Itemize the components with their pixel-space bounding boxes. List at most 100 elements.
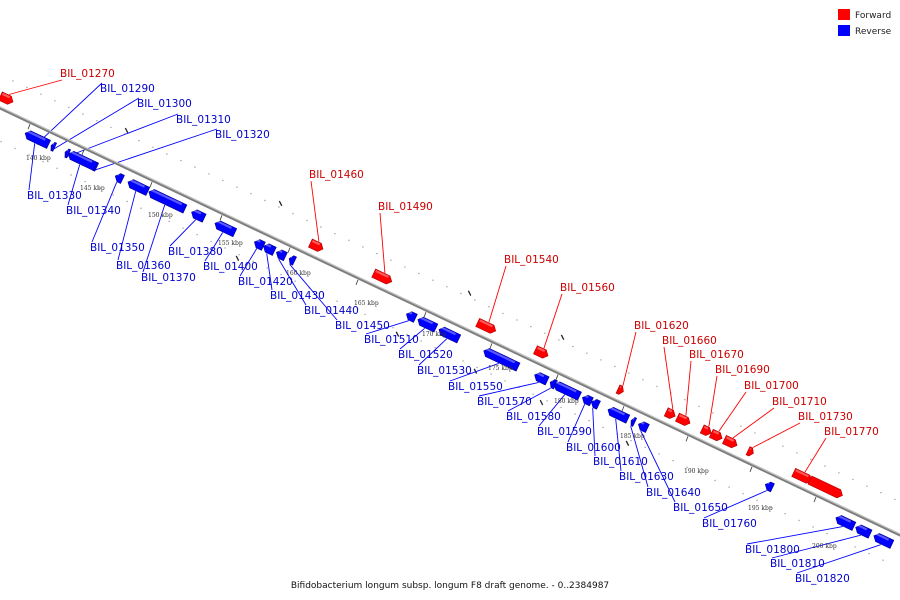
gene-bil-01810[interactable] (854, 523, 873, 539)
gene-label: BIL_01640 (646, 487, 701, 499)
gene-labels: BIL_01270 BIL_01290 BIL_01300 BIL_01310 BIL_… (27, 68, 879, 585)
gene-bil-01620[interactable] (615, 384, 625, 396)
legend: Forward Reverse (838, 9, 892, 37)
legend-label-forward: Forward (855, 11, 891, 21)
gene-label: BIL_01330 (27, 190, 82, 202)
gene-bil-01310[interactable] (63, 148, 72, 159)
gene-label: BIL_01540 (504, 254, 559, 266)
gene-label: BIL_01380 (168, 246, 223, 258)
gene-bil-01380[interactable] (190, 208, 207, 223)
gene-label: BIL_01590 (537, 426, 592, 438)
gene-bil-01760[interactable] (763, 480, 775, 493)
gene-label: BIL_01670 (689, 349, 744, 361)
gene-label: BIL_01800 (745, 544, 800, 556)
gene-label: BIL_01340 (66, 205, 121, 217)
scale-ticks: 140 kbp 145 kbp 150 kbp 155 kbp 160 kbp 165 k… (26, 124, 837, 550)
gene-label: BIL_01660 (662, 335, 717, 347)
gene-bil-01520[interactable] (416, 315, 439, 333)
gene-label: BIL_01630 (619, 471, 674, 483)
gene-bil-01610[interactable] (589, 398, 601, 410)
gene-bil-01700[interactable] (708, 428, 724, 442)
scale-tick-label: 160 kbp (286, 270, 311, 277)
gene-label: BIL_01580 (506, 411, 561, 423)
gene-bil-01650[interactable] (636, 420, 650, 433)
gene-label: BIL_01370 (141, 272, 196, 284)
gene-label: BIL_01490 (378, 201, 433, 213)
gene-label: BIL_01510 (364, 334, 419, 346)
genome-backbone (0, 106, 900, 537)
gene-label: BIL_01650 (673, 502, 728, 514)
leader-lines (8, 79, 881, 574)
gene-bil-01430[interactable] (262, 242, 277, 256)
map-caption: Bifidobacterium longum subsp. longum F8 … (291, 581, 609, 591)
gene-label: BIL_01300 (137, 98, 192, 110)
gene-label: BIL_01690 (715, 364, 770, 376)
gene-bil-01530[interactable] (437, 325, 462, 344)
gene-bil-01360[interactable] (126, 178, 151, 196)
legend-swatch-reverse (838, 25, 850, 36)
gene-bil-01670[interactable] (675, 412, 692, 427)
gene-bil-01580[interactable] (548, 378, 558, 390)
gene-bil-01640[interactable] (629, 417, 638, 427)
gene-features (0, 91, 895, 549)
gene-bil-01630[interactable] (606, 406, 631, 424)
scale-tick-label: 175 kbp (488, 365, 513, 372)
gene-bil-01570[interactable] (533, 371, 550, 386)
gene-bil-01350[interactable] (113, 172, 125, 184)
gene-label: BIL_01770 (824, 426, 879, 438)
gene-label: BIL_01810 (770, 558, 825, 570)
gene-label: BIL_01530 (417, 365, 472, 377)
gene-bil-01600[interactable] (580, 393, 594, 407)
gene-bil-01340[interactable] (66, 150, 98, 171)
scale-tick-label: 180 kbp (554, 398, 579, 405)
gene-label: BIL_01420 (238, 276, 293, 288)
gene-bil-01450[interactable] (287, 254, 297, 266)
gene-bil-01270[interactable] (0, 91, 15, 106)
gene-bil-01440[interactable] (274, 248, 288, 262)
gene-label: BIL_01730 (798, 411, 853, 423)
scale-tick-label: 145 kbp (80, 185, 105, 192)
gene-bil-01400[interactable] (213, 219, 238, 238)
gene-bil-01420[interactable] (252, 238, 266, 251)
gene-label: BIL_01550 (448, 381, 503, 393)
gene-bil-01820[interactable] (872, 532, 895, 549)
gene-label: BIL_01700 (744, 380, 799, 392)
gene-label: BIL_01610 (593, 456, 648, 468)
dotted-guide-tracks (0, 80, 896, 561)
gene-bil-01590[interactable] (552, 380, 582, 401)
gene-label: BIL_01350 (90, 242, 145, 254)
gene-label: BIL_01430 (270, 290, 325, 302)
legend-swatch-forward (838, 9, 850, 20)
scale-tick-label: 165 kbp (354, 300, 379, 307)
gene-bil-01560[interactable] (533, 345, 550, 360)
gene-label: BIL_01270 (60, 68, 115, 80)
legend-label-reverse: Reverse (855, 27, 892, 37)
gene-bil-01690[interactable] (699, 424, 713, 437)
gene-label: BIL_01620 (634, 320, 689, 332)
gene-label: BIL_01570 (477, 396, 532, 408)
gene-bil-01710[interactable] (722, 435, 739, 449)
gene-bil-01510[interactable] (404, 310, 418, 323)
gene-bil-01460[interactable] (308, 238, 325, 253)
gene-label: BIL_01600 (566, 442, 621, 454)
gene-bil-01660[interactable] (663, 407, 677, 420)
gene-bil-01300[interactable] (49, 141, 58, 152)
gene-bil-01540[interactable] (475, 317, 498, 335)
gene-bil-01370[interactable] (147, 188, 188, 214)
gene-bil-01730[interactable] (745, 446, 755, 458)
gene-label: BIL_01310 (176, 114, 231, 126)
gene-bil-01800[interactable] (834, 514, 857, 531)
gene-label: BIL_01820 (795, 573, 850, 585)
gene-bil-01550[interactable] (482, 347, 521, 372)
gene-label: BIL_01440 (304, 305, 359, 317)
gene-label: BIL_01460 (309, 169, 364, 181)
gene-bil-01330[interactable] (23, 129, 51, 149)
scale-tick-label: 155 kbp (218, 240, 243, 247)
scale-tick-label: 185 kbp (620, 433, 645, 440)
gene-label: BIL_01450 (335, 320, 390, 332)
gene-label: BIL_01290 (100, 83, 155, 95)
gene-bil-01490[interactable] (371, 268, 394, 286)
scale-tick-label: 190 kbp (684, 468, 709, 475)
